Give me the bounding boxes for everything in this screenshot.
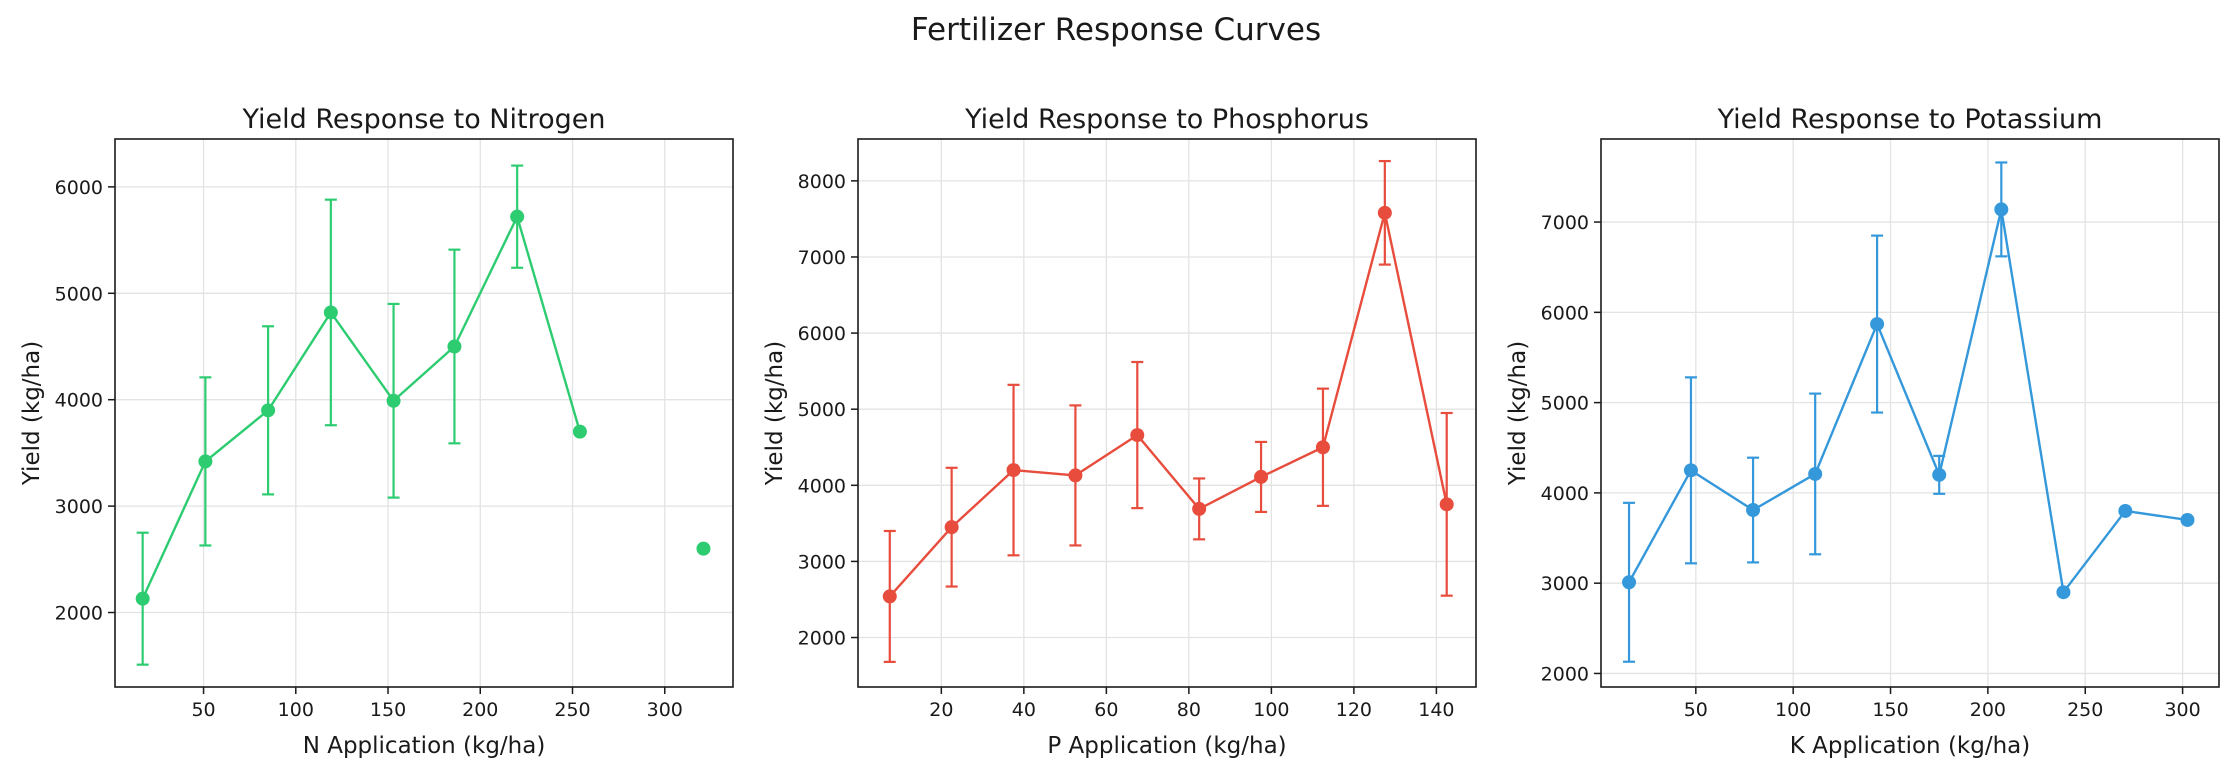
data-point [1808, 466, 1823, 481]
chart-panel-3: 50 100 150 200 250 300 2000 3000 4000 5000 6000 700… [1505, 104, 2220, 759]
x-tick-label: 140 [1418, 699, 1454, 721]
x-tick-label: 20 [929, 699, 953, 721]
data-point [1683, 463, 1698, 478]
x-tick-label: 100 [278, 699, 314, 721]
x-tick-label: 120 [1336, 699, 1372, 721]
x-tick-label: 150 [1872, 699, 1908, 721]
y-tick-label: 3000 [1541, 573, 1589, 595]
data-point [510, 209, 525, 224]
data-point [1870, 317, 1885, 332]
y-tick-label: 3000 [55, 496, 103, 518]
y-tick-label: 2000 [798, 628, 846, 650]
data-point [1192, 501, 1207, 516]
chart-title: Yield Response to Phosphorus [964, 104, 1369, 135]
data-point [198, 454, 213, 469]
y-tick-label: 7000 [798, 247, 846, 269]
data-point [1130, 428, 1145, 443]
y-tick-label: 2000 [55, 603, 103, 625]
data-point [1068, 468, 1083, 483]
data-point [1932, 467, 1947, 482]
y-tick-label: 5000 [55, 283, 103, 305]
data-point [2118, 503, 2133, 518]
y-tick-label: 6000 [798, 323, 846, 345]
chart-panel-1: 50 100 150 200 250 300 2000 3000 4000 5000 6000 Yie… [19, 104, 734, 759]
x-tick-label: 50 [1684, 699, 1708, 721]
y-tick-label: 4000 [55, 390, 103, 412]
x-axis-label: K Application (kg/ha) [1790, 733, 2031, 759]
data-point [944, 520, 959, 535]
data-point [135, 591, 150, 606]
plot-frame [1600, 138, 2220, 688]
data-point [1439, 497, 1454, 512]
x-tick-label: 300 [2164, 699, 2200, 721]
x-axis-label: P Application (kg/ha) [1047, 733, 1286, 759]
series-line [141, 215, 582, 600]
chart-panel-2: 20 40 60 80 100 120 140 2000 3000 4000 5000 6000 700… [762, 104, 1477, 759]
y-axis-label: Yield (kg/ha) [762, 341, 788, 486]
x-tick-label: 200 [462, 699, 498, 721]
y-tick-label: 5000 [1541, 393, 1589, 415]
figure-title: Fertilizer Response Curves [911, 12, 1321, 48]
x-tick-label: 200 [1970, 699, 2006, 721]
plot-frame [114, 138, 734, 688]
x-tick-label: 50 [191, 699, 215, 721]
data-point [261, 403, 276, 418]
data-point [2056, 585, 2071, 600]
y-tick-label: 3000 [798, 551, 846, 573]
x-tick-label: 100 [1775, 699, 1811, 721]
x-tick-label: 250 [554, 699, 590, 721]
data-point [882, 589, 897, 604]
plot-frame [857, 138, 1477, 688]
y-axis-label: Yield (kg/ha) [1505, 341, 1531, 486]
y-tick-label: 6000 [1541, 302, 1589, 324]
x-tick-label: 40 [1012, 699, 1036, 721]
data-point [1254, 469, 1269, 484]
data-point [1622, 575, 1637, 590]
data-point [696, 541, 711, 556]
data-point [1377, 205, 1392, 220]
y-tick-label: 4000 [798, 475, 846, 497]
data-point [1746, 503, 1761, 518]
data-point [572, 424, 587, 439]
y-axis-label: Yield (kg/ha) [19, 341, 45, 486]
series-line [888, 211, 1448, 598]
series-line [1627, 208, 2188, 594]
data-point [2180, 512, 2195, 527]
data-point [323, 305, 338, 320]
y-tick-label: 6000 [55, 177, 103, 199]
x-tick-label: 80 [1177, 699, 1201, 721]
y-tick-label: 8000 [798, 171, 846, 193]
y-tick-label: 7000 [1541, 212, 1589, 234]
data-point [386, 393, 401, 408]
chart-title: Yield Response to Nitrogen [242, 104, 606, 135]
y-tick-label: 2000 [1541, 663, 1589, 685]
x-tick-label: 300 [647, 699, 683, 721]
x-tick-label: 100 [1253, 699, 1289, 721]
chart-title: Yield Response to Potassium [1717, 104, 2103, 135]
x-tick-label: 250 [2067, 699, 2103, 721]
data-point [1315, 440, 1330, 455]
y-tick-label: 5000 [798, 399, 846, 421]
y-tick-label: 4000 [1541, 483, 1589, 505]
x-tick-label: 60 [1094, 699, 1118, 721]
data-point [1006, 463, 1021, 478]
x-axis-label: N Application (kg/ha) [303, 733, 546, 759]
x-tick-label: 150 [370, 699, 406, 721]
data-point [447, 339, 462, 354]
data-point [1994, 202, 2009, 217]
